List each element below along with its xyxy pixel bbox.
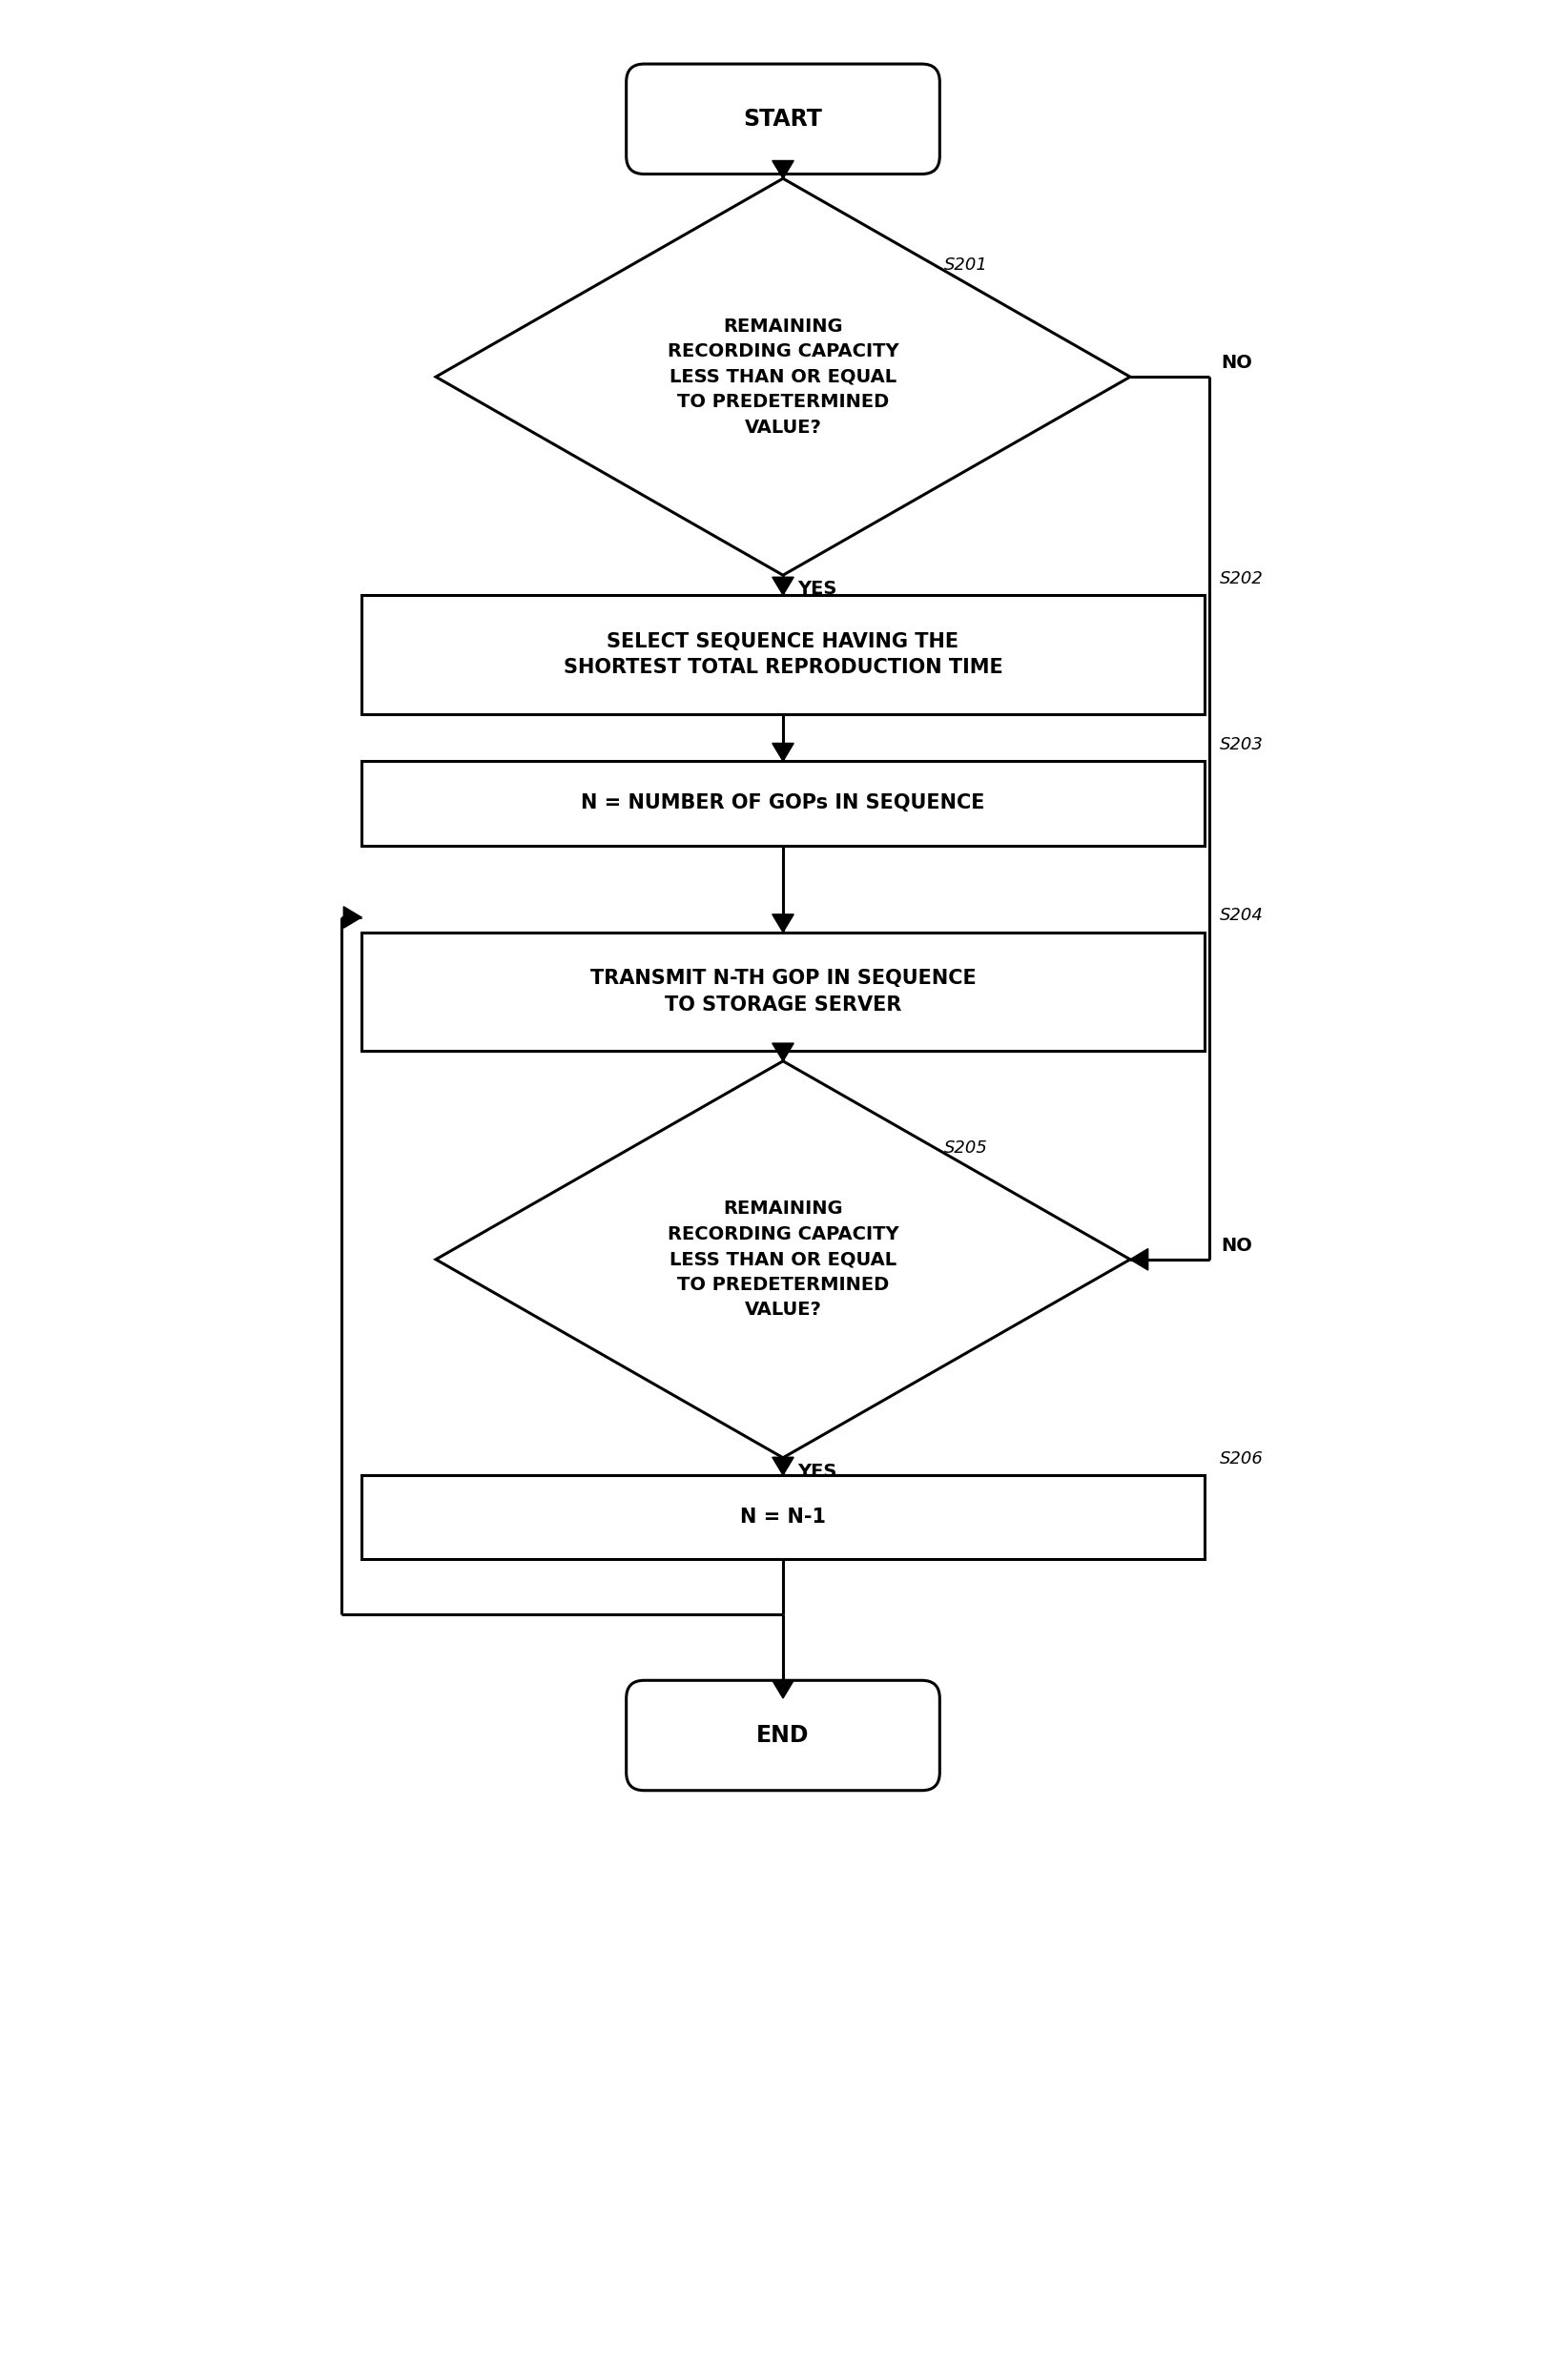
Text: S205: S205 (944, 1140, 988, 1157)
Polygon shape (772, 578, 794, 595)
FancyBboxPatch shape (626, 1680, 940, 1790)
Polygon shape (435, 1061, 1131, 1457)
Text: SELECT SEQUENCE HAVING THE
SHORTEST TOTAL REPRODUCTION TIME: SELECT SEQUENCE HAVING THE SHORTEST TOTA… (564, 633, 1002, 676)
Polygon shape (772, 1457, 794, 1476)
Polygon shape (772, 743, 794, 762)
Text: S203: S203 (1220, 735, 1264, 752)
FancyBboxPatch shape (626, 64, 940, 174)
Polygon shape (772, 162, 794, 178)
Polygon shape (343, 907, 362, 928)
Text: NO: NO (1221, 1235, 1253, 1254)
Text: YES: YES (799, 581, 838, 597)
Text: NO: NO (1221, 355, 1253, 371)
Bar (362, 595, 1204, 714)
Text: REMAINING
RECORDING CAPACITY
LESS THAN OR EQUAL
TO PREDETERMINED
VALUE?: REMAINING RECORDING CAPACITY LESS THAN O… (667, 317, 899, 436)
Text: END: END (756, 1723, 810, 1747)
Bar (362, 762, 1204, 845)
Bar (362, 933, 1204, 1052)
Text: TRANSMIT N-TH GOP IN SEQUENCE
TO STORAGE SERVER: TRANSMIT N-TH GOP IN SEQUENCE TO STORAGE… (590, 969, 976, 1014)
Text: START: START (744, 107, 822, 131)
Polygon shape (772, 1042, 794, 1061)
Bar (362, 1476, 1204, 1559)
Text: N = NUMBER OF GOPs IN SEQUENCE: N = NUMBER OF GOPs IN SEQUENCE (581, 793, 985, 814)
Text: S201: S201 (944, 257, 988, 274)
Text: YES: YES (799, 1464, 838, 1480)
Text: REMAINING
RECORDING CAPACITY
LESS THAN OR EQUAL
TO PREDETERMINED
VALUE?: REMAINING RECORDING CAPACITY LESS THAN O… (667, 1200, 899, 1319)
Polygon shape (1131, 1250, 1148, 1271)
Polygon shape (772, 1680, 794, 1699)
Polygon shape (435, 178, 1131, 576)
Text: S202: S202 (1220, 569, 1264, 588)
Polygon shape (772, 914, 794, 933)
Text: S206: S206 (1220, 1449, 1264, 1466)
Text: N = N-1: N = N-1 (741, 1507, 825, 1528)
Text: S204: S204 (1220, 907, 1264, 923)
